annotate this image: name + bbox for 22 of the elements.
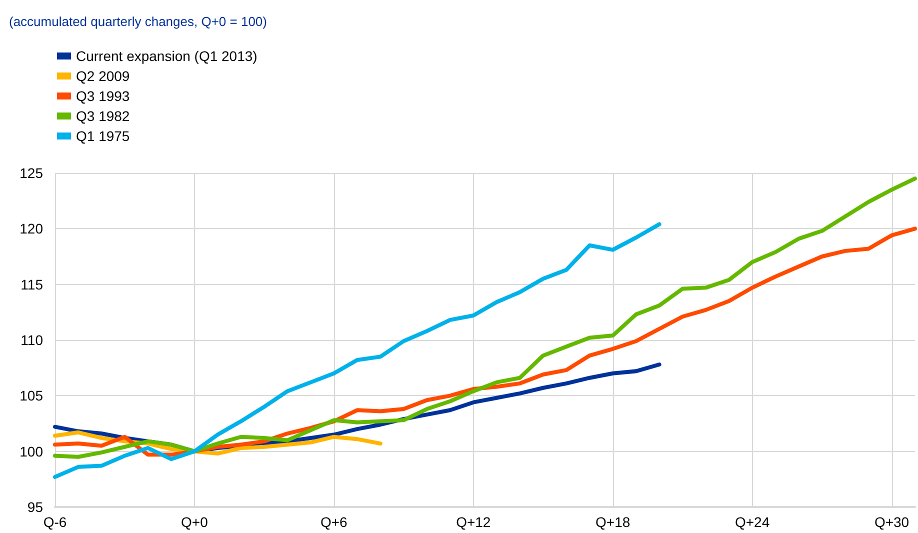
y-tick-label: 120 xyxy=(20,220,44,237)
chart-subtitle: (accumulated quarterly changes, Q+0 = 100) xyxy=(9,14,267,29)
y-tick-label: 105 xyxy=(20,388,44,404)
y-tick-label: 95 xyxy=(27,499,44,515)
y-tick-label: 100 xyxy=(20,443,44,460)
legend-label: Q2 2009 xyxy=(76,68,130,84)
y-tick-label: 115 xyxy=(20,276,44,292)
y-tick-label: 125 xyxy=(20,165,44,181)
legend-label: Q1 1975 xyxy=(76,128,130,144)
x-tick-label: Q-6 xyxy=(43,514,67,530)
y-tick-label: 110 xyxy=(20,332,44,348)
x-tick-label: Q+6 xyxy=(320,514,348,530)
legend-label: Q3 1982 xyxy=(76,108,130,124)
legend-label: Q3 1993 xyxy=(76,88,130,104)
x-tick-label: Q+0 xyxy=(181,514,208,530)
x-tick-label: Q+30 xyxy=(874,514,910,530)
legend-label: Current expansion (Q1 2013) xyxy=(76,48,258,64)
x-tick-label: Q+18 xyxy=(596,514,630,530)
x-tick-label: Q+24 xyxy=(734,514,770,530)
line-series xyxy=(53,176,917,459)
line-series xyxy=(53,222,662,479)
x-tick-label: Q+12 xyxy=(456,514,491,530)
